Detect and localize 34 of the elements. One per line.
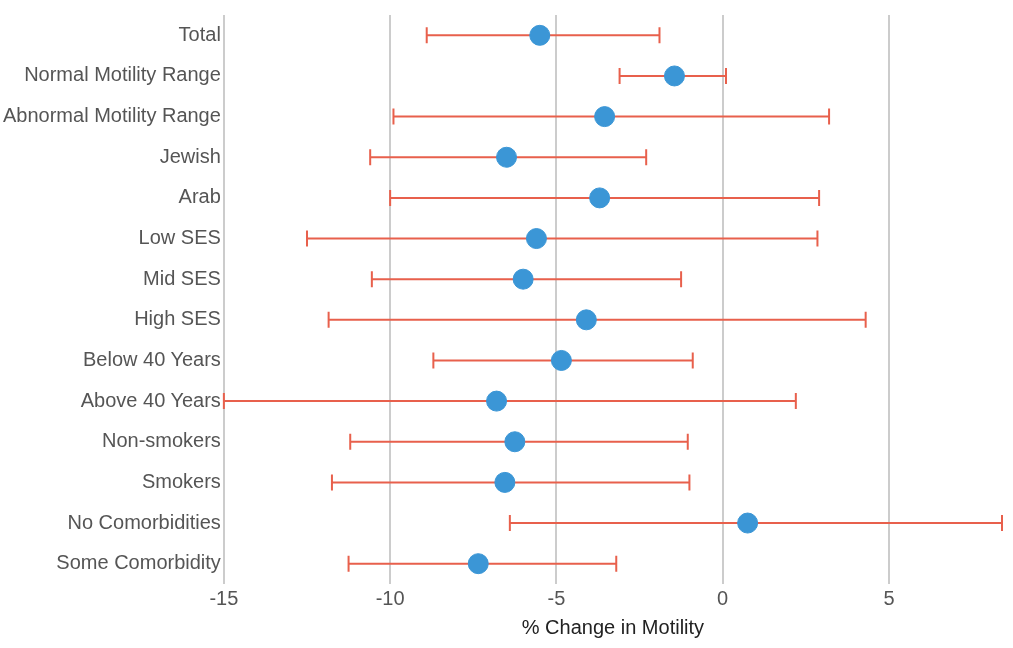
x-tick-label: -15: [209, 586, 239, 609]
point: [594, 106, 616, 128]
y-tick-label: Some Comorbidity: [56, 551, 221, 574]
point: [663, 65, 685, 87]
point: [486, 390, 508, 412]
y-tick-label: Smokers: [141, 469, 221, 492]
x-tick-label: 0: [717, 586, 729, 609]
y-tick-label: Mid SES: [143, 266, 221, 289]
x-tick-label: -5: [547, 586, 566, 609]
x-tick-label: -10: [375, 586, 405, 609]
y-tick-label: No Comorbidities: [67, 510, 221, 533]
point: [575, 309, 597, 331]
y-tick-label: High SES: [134, 307, 221, 330]
x-axis-title: % Change in Motility: [521, 615, 705, 638]
x-tick-label: 5: [883, 586, 895, 609]
y-tick-label: Low SES: [138, 226, 221, 249]
point: [525, 228, 547, 250]
point: [494, 471, 516, 493]
point: [550, 349, 572, 371]
point: [589, 187, 611, 209]
y-tick-label: Jewish: [159, 144, 221, 167]
y-tick-label: Abnormal Motility Range: [3, 104, 221, 127]
point: [467, 553, 489, 575]
point: [504, 431, 526, 453]
point: [512, 268, 534, 290]
y-tick-label: Below 40 Years: [82, 347, 221, 370]
y-tick-label: Non-smokers: [101, 429, 221, 452]
point: [737, 512, 759, 534]
point: [496, 146, 518, 168]
y-tick-label: Arab: [178, 185, 221, 208]
y-tick-label: Above 40 Years: [80, 388, 221, 411]
y-tick-label: Total: [178, 22, 221, 45]
point: [529, 24, 551, 46]
y-tick-label: Normal Motility Range: [24, 63, 221, 86]
